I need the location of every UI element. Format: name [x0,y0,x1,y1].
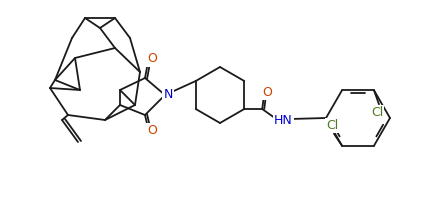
Text: N: N [163,89,173,101]
Text: O: O [147,52,157,66]
Text: HN: HN [274,114,293,126]
Text: Cl: Cl [371,106,383,119]
Text: O: O [262,86,272,98]
Text: Cl: Cl [326,119,338,132]
Text: O: O [147,124,157,138]
